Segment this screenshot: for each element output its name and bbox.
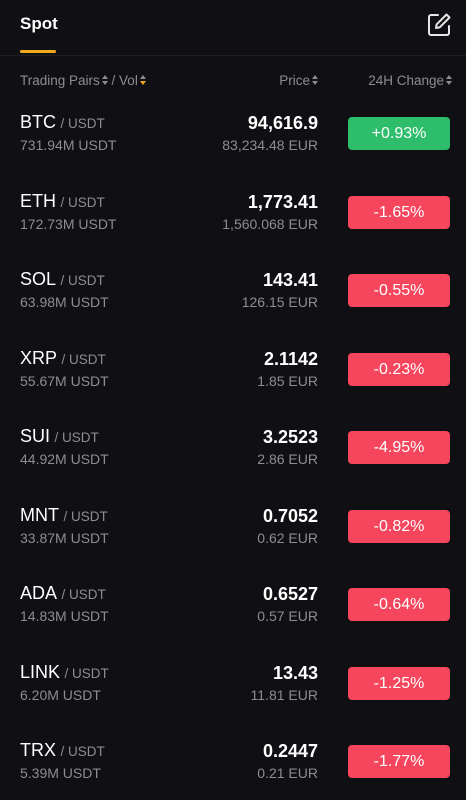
pair-name: ADA / USDT bbox=[20, 583, 106, 604]
last-price: 0.6527 bbox=[262, 584, 318, 604]
volume: 44.92M USDT bbox=[20, 451, 109, 467]
base-asset: ADA bbox=[20, 583, 58, 603]
pair-name: XRP / USDT bbox=[20, 348, 106, 369]
tab-divider bbox=[0, 55, 466, 56]
volume: 33.87M USDT bbox=[20, 529, 109, 546]
market-row[interactable]: TRX / USDT 5.39M USDT 0.2447 0.21 EUR -1… bbox=[0, 734, 466, 800]
market-row[interactable]: BTC / USDT 731.94M USDT 94,616.9 83,234.… bbox=[0, 106, 466, 185]
header-vol-label: Vol bbox=[119, 73, 138, 88]
pair-name: LINK / USDT bbox=[20, 662, 109, 683]
pair-name: MNT / USDT bbox=[20, 505, 108, 526]
sort-icon bbox=[101, 75, 108, 86]
quote-asset: / USDT bbox=[54, 430, 99, 445]
change-badge[interactable]: -4.95% bbox=[348, 431, 450, 464]
fiat-price: 1,560.068 EUR bbox=[222, 215, 318, 232]
market-row[interactable]: XRP / USDT 55.67M USDT 2.1142 1.85 EUR -… bbox=[0, 342, 466, 421]
header-24h-change[interactable]: 24H Change bbox=[368, 73, 452, 88]
quote-asset: / USDT bbox=[60, 194, 105, 210]
change-badge[interactable]: -0.64% bbox=[348, 588, 450, 621]
volume: 63.98M USDT bbox=[20, 294, 109, 310]
quote-asset: / USDT bbox=[63, 508, 108, 524]
volume: 172.73M USDT bbox=[20, 215, 117, 232]
pair-name: ETH / USDT bbox=[20, 191, 105, 212]
base-asset: MNT bbox=[20, 504, 59, 525]
last-price: 2.1142 bbox=[263, 348, 318, 369]
pair-name: SOL / USDT bbox=[20, 269, 105, 290]
volume: 5.39M USDT bbox=[20, 765, 101, 781]
quote-asset: / USDT bbox=[60, 273, 105, 288]
market-row[interactable]: LINK / USDT 6.20M USDT 13.43 11.81 EUR -… bbox=[0, 656, 466, 735]
header-price-label: Price bbox=[279, 73, 310, 88]
sort-active-icon bbox=[139, 75, 146, 86]
last-price: 143.41 bbox=[262, 270, 318, 290]
market-row[interactable]: SUI / USDT 44.92M USDT 3.2523 2.86 EUR -… bbox=[0, 420, 466, 499]
quote-asset: / USDT bbox=[61, 351, 106, 367]
sort-icon bbox=[312, 75, 318, 86]
last-price: 0.2447 bbox=[262, 741, 318, 761]
market-row[interactable]: ADA / USDT 14.83M USDT 0.6527 0.57 EUR -… bbox=[0, 577, 466, 656]
tab-bar: Spot bbox=[0, 0, 466, 56]
change-badge[interactable]: -0.82% bbox=[348, 509, 450, 543]
volume: 731.94M USDT bbox=[20, 137, 117, 153]
fiat-price: 83,234.48 EUR bbox=[222, 137, 318, 153]
volume: 6.20M USDT bbox=[20, 686, 101, 703]
change-badge[interactable]: +0.93% bbox=[348, 117, 450, 150]
tab-active-indicator bbox=[20, 50, 56, 53]
fiat-price: 0.62 EUR bbox=[257, 529, 318, 546]
volume: 14.83M USDT bbox=[20, 608, 109, 624]
market-row[interactable]: ETH / USDT 172.73M USDT 1,773.41 1,560.0… bbox=[0, 185, 466, 264]
change-badge[interactable]: -1.25% bbox=[348, 666, 450, 700]
header-pairs-label: Trading Pairs bbox=[20, 73, 100, 88]
last-price: 13.43 bbox=[272, 662, 318, 683]
last-price: 1,773.41 bbox=[247, 191, 318, 212]
base-asset: ETH bbox=[20, 190, 56, 211]
header-separator: / bbox=[107, 73, 120, 88]
market-row[interactable]: SOL / USDT 63.98M USDT 143.41 126.15 EUR… bbox=[0, 263, 466, 342]
base-asset: SUI bbox=[20, 426, 51, 446]
header-price[interactable]: Price bbox=[279, 73, 318, 88]
fiat-price: 1.85 EUR bbox=[257, 372, 318, 389]
pair-name: TRX / USDT bbox=[20, 740, 105, 761]
base-asset: BTC bbox=[20, 112, 56, 132]
volume: 55.67M USDT bbox=[20, 372, 109, 389]
change-badge[interactable]: -1.65% bbox=[348, 195, 450, 229]
pair-name: BTC / USDT bbox=[20, 112, 105, 133]
quote-asset: / USDT bbox=[61, 587, 106, 602]
fiat-price: 0.21 EUR bbox=[257, 765, 318, 781]
pair-name: SUI / USDT bbox=[20, 426, 99, 447]
last-price: 0.7052 bbox=[262, 505, 318, 526]
base-asset: TRX bbox=[20, 740, 56, 760]
column-header-row: Trading Pairs / Vol Price 24H Change bbox=[0, 73, 466, 91]
quote-asset: / USDT bbox=[60, 744, 105, 759]
header-trading-pairs[interactable]: Trading Pairs / Vol bbox=[20, 73, 146, 88]
base-asset: LINK bbox=[20, 661, 61, 682]
market-row[interactable]: MNT / USDT 33.87M USDT 0.7052 0.62 EUR -… bbox=[0, 499, 466, 578]
change-badge[interactable]: -1.77% bbox=[348, 745, 450, 778]
last-price: 94,616.9 bbox=[247, 113, 318, 133]
sort-icon bbox=[446, 75, 452, 86]
last-price: 3.2523 bbox=[262, 427, 318, 447]
quote-asset: / USDT bbox=[60, 116, 105, 131]
market-rows: BTC / USDT 731.94M USDT 94,616.9 83,234.… bbox=[0, 106, 466, 800]
header-change-label: 24H Change bbox=[368, 73, 444, 88]
fiat-price: 126.15 EUR bbox=[241, 294, 318, 310]
quote-asset: / USDT bbox=[64, 665, 109, 681]
tab-spot[interactable]: Spot bbox=[20, 14, 58, 33]
fiat-price: 2.86 EUR bbox=[257, 451, 318, 467]
base-asset: XRP bbox=[20, 347, 58, 368]
change-badge[interactable]: -0.55% bbox=[348, 274, 450, 307]
fiat-price: 0.57 EUR bbox=[257, 608, 318, 624]
base-asset: SOL bbox=[20, 269, 57, 289]
edit-icon[interactable] bbox=[426, 12, 452, 38]
change-badge[interactable]: -0.23% bbox=[348, 352, 450, 386]
fiat-price: 11.81 EUR bbox=[250, 686, 318, 703]
